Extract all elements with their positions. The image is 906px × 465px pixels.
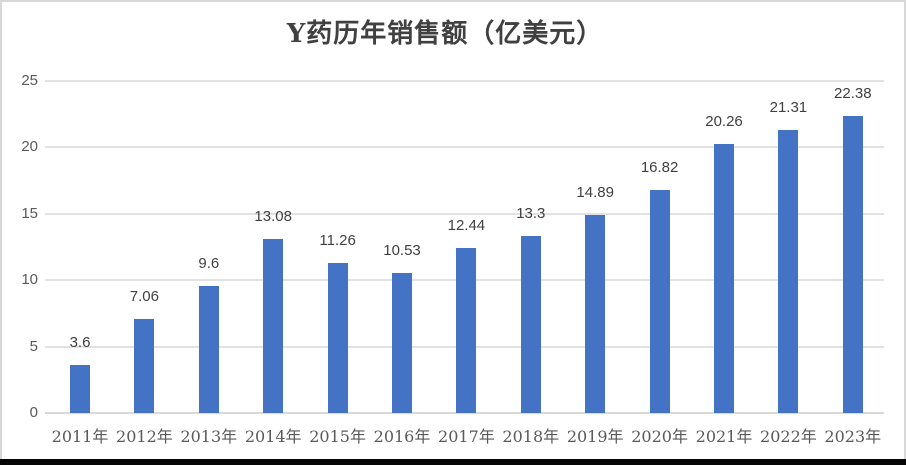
bar-value-label: 12.44 (447, 216, 486, 234)
bar-2012年 (134, 319, 155, 413)
bar-value-label: 14.89 (576, 184, 614, 202)
bar-value-label: 13.08 (254, 208, 292, 226)
bar-value-label: 16.82 (640, 158, 679, 176)
bar-2016年 (392, 273, 412, 413)
x-axis-line (45, 412, 884, 414)
bar-2020年 (649, 189, 670, 413)
bar-2017年 (456, 247, 477, 413)
bar-value-label: 7.06 (129, 288, 159, 306)
x-axis-label: 2013年 (180, 427, 238, 446)
x-axis-label: 2021年 (695, 427, 753, 446)
y-axis-tick-label: 15 (21, 204, 38, 222)
x-axis-label: 2017年 (438, 427, 495, 446)
x-axis-label: 2012年 (116, 427, 173, 446)
bar-2014年 (263, 239, 284, 413)
bottom-border-strip (0, 459, 906, 465)
bar-value-label: 13.3 (516, 205, 546, 223)
y-gridline (45, 80, 884, 82)
y-axis-tick-label: 20 (21, 138, 38, 156)
x-axis-label: 2023年 (824, 427, 882, 446)
bar-2021年 (714, 143, 734, 413)
bar-2022年 (778, 130, 799, 413)
y-axis-tick-label: 5 (29, 337, 38, 355)
x-axis-label: 2015年 (309, 427, 366, 446)
x-axis-label: 2020年 (631, 427, 688, 446)
y-gridline (45, 146, 884, 149)
y-gridline (45, 212, 884, 215)
bar-value-label: 11.26 (319, 232, 356, 250)
x-axis-label: 2016年 (373, 427, 431, 446)
x-axis-label: 2019年 (566, 427, 624, 446)
y-axis-tick-label: 10 (21, 271, 38, 289)
bar-2019年 (585, 215, 606, 413)
bar-2023年 (842, 115, 863, 413)
bar-2013年 (198, 285, 219, 413)
bar-2018年 (520, 236, 541, 413)
bar-value-label: 20.26 (705, 112, 743, 130)
y-axis-tick-label: 0 (29, 404, 38, 421)
plot-area: 3.6 7.06 9.6 13.08 11.26 10.53 12.44 13.3 14.89 1… (45, 80, 884, 414)
x-axis-label: 2018年 (502, 427, 560, 446)
chart-title: Y药历年销售额（亿美元） (286, 19, 604, 49)
bar-2015年 (327, 263, 348, 413)
x-axis-label: 2011年 (51, 427, 109, 446)
y-axis-tick-label: 25 (21, 72, 38, 89)
bar-value-label: 22.38 (834, 84, 872, 102)
bar-2011年 (70, 365, 90, 413)
bar-value-label: 10.53 (383, 242, 421, 260)
bar-value-label: 9.6 (198, 254, 220, 272)
x-axis-label: 2022年 (760, 427, 817, 446)
bar-value-label: 3.6 (69, 334, 91, 352)
x-axis-label: 2014年 (244, 427, 302, 446)
bar-value-label: 21.31 (769, 99, 808, 117)
